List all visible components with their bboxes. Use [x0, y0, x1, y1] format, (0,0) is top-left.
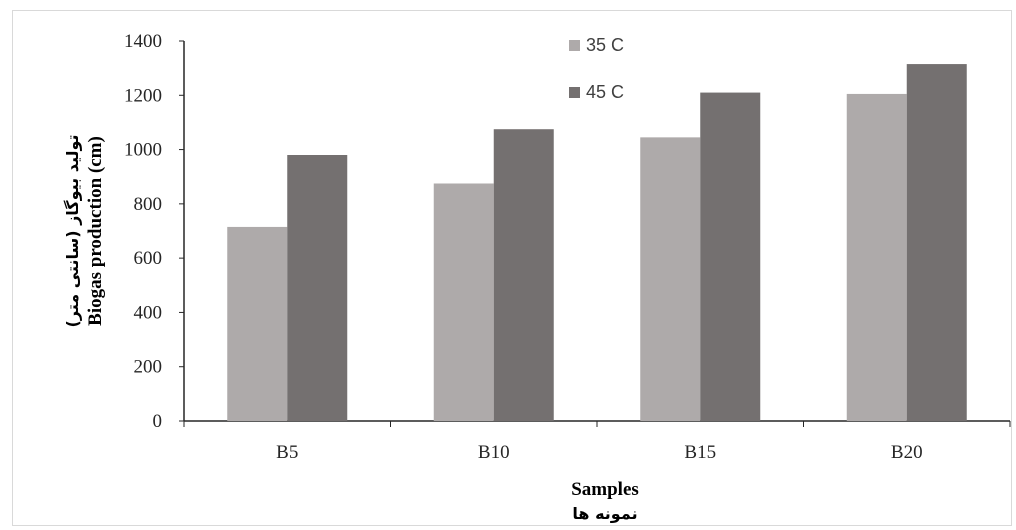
- bar-b5-35c: [227, 226, 288, 421]
- legend-label-35c: 35 C: [586, 35, 624, 55]
- bar-b20-35c: [846, 93, 907, 421]
- y-axis-title: Biogas production (cm): [85, 136, 106, 326]
- x-axis-title-persian: نمونه ها: [572, 504, 637, 523]
- legend-swatch-45c: [569, 87, 580, 98]
- bar-b15-45c: [700, 92, 761, 422]
- bar-b10-35c: [433, 183, 494, 421]
- y-axis-title-persian: تولید بیوگاز (سانتی متر): [63, 134, 82, 327]
- x-axis-title: Samples: [571, 479, 639, 500]
- chart-frame: [12, 10, 1012, 526]
- x-tick-label: B5: [276, 442, 298, 463]
- x-axis: B5 B10 B15 B20: [183, 420, 1011, 463]
- bars: [227, 64, 967, 422]
- bar-b5-45c: [287, 155, 348, 421]
- legend: 35 C 45 C: [569, 35, 624, 102]
- y-tick-label: 0: [153, 411, 163, 432]
- legend-swatch-35c: [569, 40, 580, 51]
- bar-b20-45c: [906, 64, 967, 422]
- y-tick-label: 1400: [124, 31, 162, 52]
- y-tick-label: 600: [134, 248, 163, 269]
- x-tick-label: B20: [891, 442, 923, 463]
- y-tick-label: 1200: [124, 85, 162, 106]
- y-tick-label: 400: [134, 302, 163, 323]
- bar-b10-45c: [493, 129, 554, 421]
- bar-b15-35c: [640, 137, 701, 421]
- x-tick-label: B15: [684, 442, 716, 463]
- y-tick-label: 200: [134, 357, 163, 378]
- y-tick-label: 800: [134, 194, 163, 215]
- x-tick-label: B10: [478, 442, 510, 463]
- legend-label-45c: 45 C: [586, 82, 624, 102]
- y-axis: 0 200 400 600 800 1000 1200 1400: [124, 31, 185, 432]
- y-tick-label: 1000: [124, 140, 162, 161]
